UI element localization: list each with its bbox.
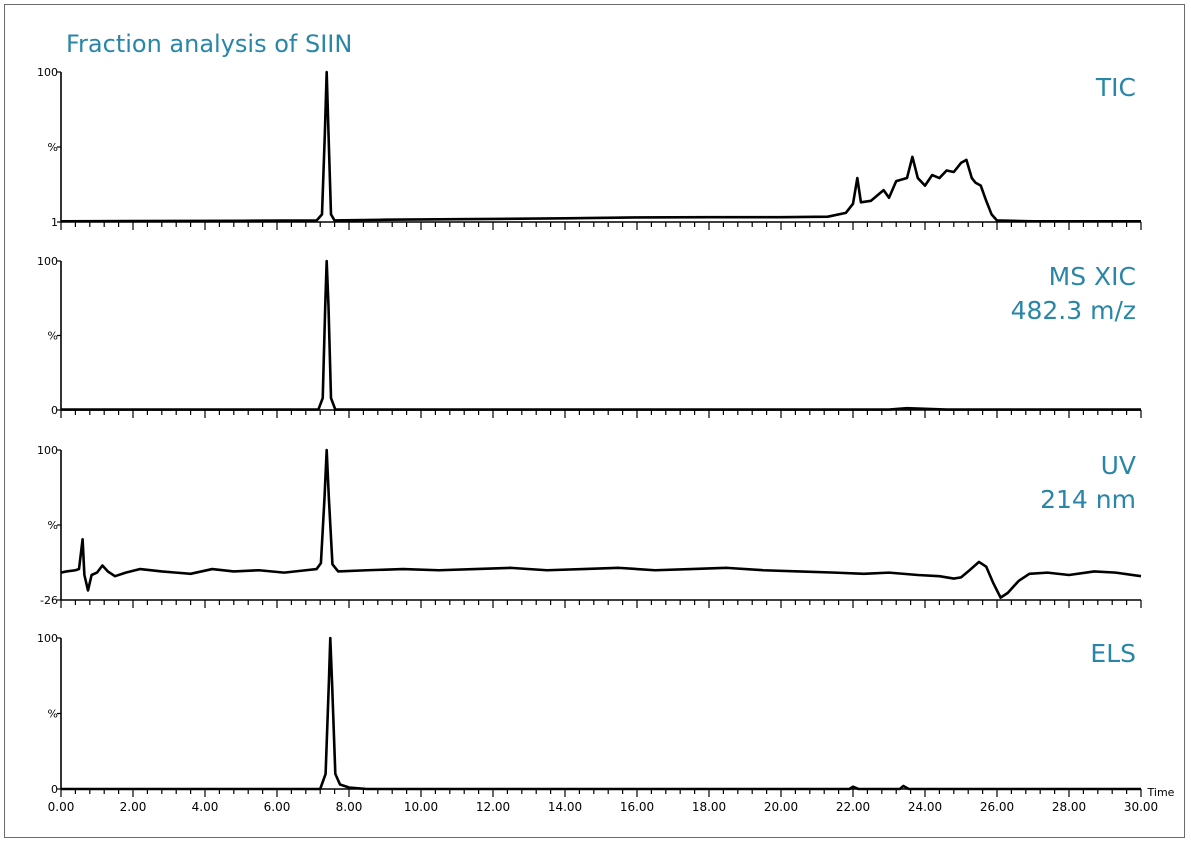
trace-label: 214 nm [1040,485,1136,514]
y-tick-label-percent: % [48,330,58,343]
trace-label: 482.3 m/z [1011,296,1136,325]
x-tick-label: 16.00 [620,800,654,814]
x-tick-label: 26.00 [980,800,1014,814]
x-tick-label: 0.00 [48,800,75,814]
trace-line [61,259,1141,411]
trace-label: ELS [1090,639,1136,668]
trace-line [60,70,1141,223]
x-tick-label: 10.00 [404,800,438,814]
y-tick-label-bottom: 0 [51,404,58,417]
x-tick-label: 20.00 [764,800,798,814]
y-tick-label-top: 100 [37,632,58,645]
y-tick-label-bottom: -26 [40,594,58,607]
x-tick-label: 2.00 [120,800,147,814]
y-tick-label-percent: % [48,708,58,721]
y-tick-label-top: 100 [37,444,58,457]
x-tick-label: 28.00 [1052,800,1086,814]
x-tick-label: 6.00 [264,800,291,814]
trace-label: MS XIC [1049,262,1136,291]
y-tick-label-bottom: 1 [51,216,58,229]
x-tick-label: 18.00 [692,800,726,814]
trace-label: TIC [1095,73,1136,102]
y-tick-label-top: 100 [37,255,58,268]
trace-label: UV [1101,451,1136,480]
y-tick-label-top: 100 [37,66,58,79]
y-tick-label-bottom: 0 [51,783,58,796]
x-tick-label: 8.00 [336,800,363,814]
y-tick-label-percent: % [48,141,58,154]
x-tick-label: 24.00 [908,800,942,814]
trace-line [60,448,1142,599]
chart-title: Fraction analysis of SIIN [66,30,352,58]
x-tick-label: 30.00 [1124,800,1158,814]
chart-frame [4,4,1185,838]
x-tick-label: 22.00 [836,800,870,814]
y-tick-label-percent: % [48,519,58,532]
x-tick-label: 12.00 [476,800,510,814]
x-axis-title: Time [1147,786,1175,799]
trace-line [61,636,1141,791]
x-tick-label: 4.00 [192,800,219,814]
x-tick-label: 14.00 [548,800,582,814]
